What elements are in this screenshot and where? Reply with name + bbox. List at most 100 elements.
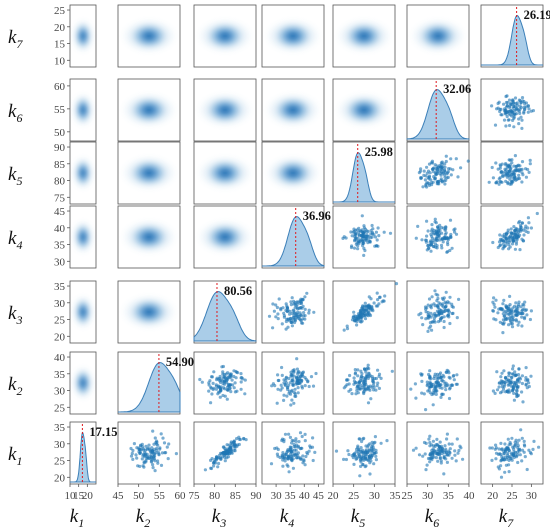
scatter-point bbox=[506, 378, 510, 382]
scatter-point bbox=[442, 450, 446, 454]
col-tick-label: 55 bbox=[154, 490, 166, 502]
scatter-point bbox=[501, 331, 505, 335]
scatter-point bbox=[508, 315, 512, 319]
scatter-point bbox=[367, 234, 371, 238]
scatter-point bbox=[209, 401, 213, 405]
scatter-point bbox=[307, 449, 311, 453]
scatter-point bbox=[513, 247, 518, 251]
scatter-point bbox=[309, 375, 314, 379]
scatter-point bbox=[523, 108, 527, 112]
scatter-point bbox=[518, 453, 522, 457]
row-tick-label: 60 bbox=[54, 81, 66, 93]
scatter-point bbox=[494, 318, 498, 322]
scatter-point bbox=[497, 385, 501, 389]
scatter-point bbox=[360, 214, 364, 218]
diag-density-0 bbox=[70, 431, 96, 483]
cell-r3-c6 bbox=[406, 141, 470, 205]
scatter-point bbox=[424, 317, 428, 321]
kde-core bbox=[131, 299, 167, 325]
scatter-point bbox=[361, 437, 365, 441]
scatter-point bbox=[520, 180, 524, 184]
row-tick-label: 25 bbox=[54, 315, 66, 327]
kde-core bbox=[75, 299, 91, 325]
scatter-point bbox=[439, 461, 443, 465]
scatter-point bbox=[510, 367, 515, 371]
scatter-point bbox=[275, 305, 279, 310]
scatter-point bbox=[505, 175, 509, 179]
scatter-point bbox=[212, 370, 216, 374]
scatter-point bbox=[529, 374, 533, 378]
row-tick-label: 25 bbox=[54, 456, 66, 468]
scatter-point bbox=[521, 302, 525, 306]
scatter-point bbox=[347, 452, 351, 457]
scatter-point bbox=[494, 457, 498, 461]
cell-r1-c7: 26.19 bbox=[480, 4, 550, 68]
scatter-point bbox=[210, 392, 214, 396]
scatter-point bbox=[359, 446, 363, 450]
mean-value-label-1: 54.90 bbox=[166, 355, 194, 369]
row-tick-label: 35 bbox=[54, 240, 66, 252]
cell-r6-c2: 54.90 bbox=[117, 351, 194, 415]
scatter-point bbox=[218, 395, 222, 399]
scatter-point bbox=[285, 394, 289, 398]
scatter-point bbox=[273, 446, 277, 451]
row-tick-label: 30 bbox=[54, 439, 66, 451]
scatter-point bbox=[373, 244, 377, 248]
col-tick-label: 30 bbox=[271, 490, 283, 502]
scatter-point bbox=[535, 211, 539, 216]
scatter-point bbox=[426, 313, 430, 317]
scatter-point bbox=[515, 394, 520, 398]
scatter-point bbox=[374, 458, 378, 462]
scatter-point bbox=[229, 390, 233, 394]
cell-frame bbox=[261, 4, 325, 68]
scatter-point bbox=[438, 456, 442, 460]
scatter-point bbox=[289, 450, 294, 454]
diag-density-1 bbox=[118, 362, 181, 413]
cell-frame bbox=[193, 78, 257, 142]
scatter-point bbox=[377, 374, 381, 378]
scatter-point bbox=[352, 462, 356, 466]
scatter-point bbox=[295, 300, 299, 304]
scatter-point bbox=[515, 167, 519, 172]
scatter-point bbox=[438, 371, 443, 375]
scatter-point bbox=[414, 446, 418, 450]
scatter-point bbox=[300, 434, 304, 439]
scatter-point bbox=[528, 158, 532, 162]
diag-density-3 bbox=[262, 216, 325, 267]
scatter-point bbox=[350, 244, 354, 248]
scatter-point bbox=[148, 454, 152, 458]
scatter-point bbox=[516, 176, 520, 180]
scatter-point bbox=[518, 111, 522, 115]
scatter-point bbox=[287, 389, 292, 393]
scatter-point bbox=[346, 449, 350, 453]
scatter-point bbox=[446, 250, 450, 254]
scatter-point bbox=[292, 309, 296, 313]
scatter-point bbox=[388, 231, 393, 235]
scatter-point bbox=[276, 373, 280, 377]
scatter-point bbox=[289, 320, 293, 324]
scatter-point bbox=[438, 440, 442, 444]
scatter-point bbox=[219, 378, 223, 382]
scatter-point bbox=[514, 301, 518, 305]
scatter-point bbox=[417, 171, 421, 175]
scatter-point bbox=[352, 227, 356, 231]
scatter-point bbox=[376, 226, 380, 230]
scatter-point bbox=[439, 317, 443, 321]
cell-r3-c3 bbox=[193, 141, 257, 205]
scatter-point bbox=[512, 450, 516, 454]
scatter-point bbox=[417, 313, 421, 317]
col-tick-label: 75 bbox=[189, 490, 201, 502]
scatter-point bbox=[306, 452, 310, 456]
scatter-point bbox=[517, 380, 521, 384]
kde-core bbox=[75, 97, 91, 123]
col-tick-label: 30 bbox=[369, 490, 381, 502]
scatter-point bbox=[520, 459, 524, 463]
col-tick-label: 35 bbox=[285, 490, 297, 502]
scatter-point bbox=[210, 375, 214, 379]
scatter-point bbox=[221, 445, 225, 449]
row-tick-label: 15 bbox=[54, 39, 66, 51]
scatter-point bbox=[366, 366, 370, 370]
scatter-point bbox=[429, 239, 433, 243]
scatter-point bbox=[520, 237, 524, 241]
row-tick-label: 10 bbox=[54, 55, 66, 67]
